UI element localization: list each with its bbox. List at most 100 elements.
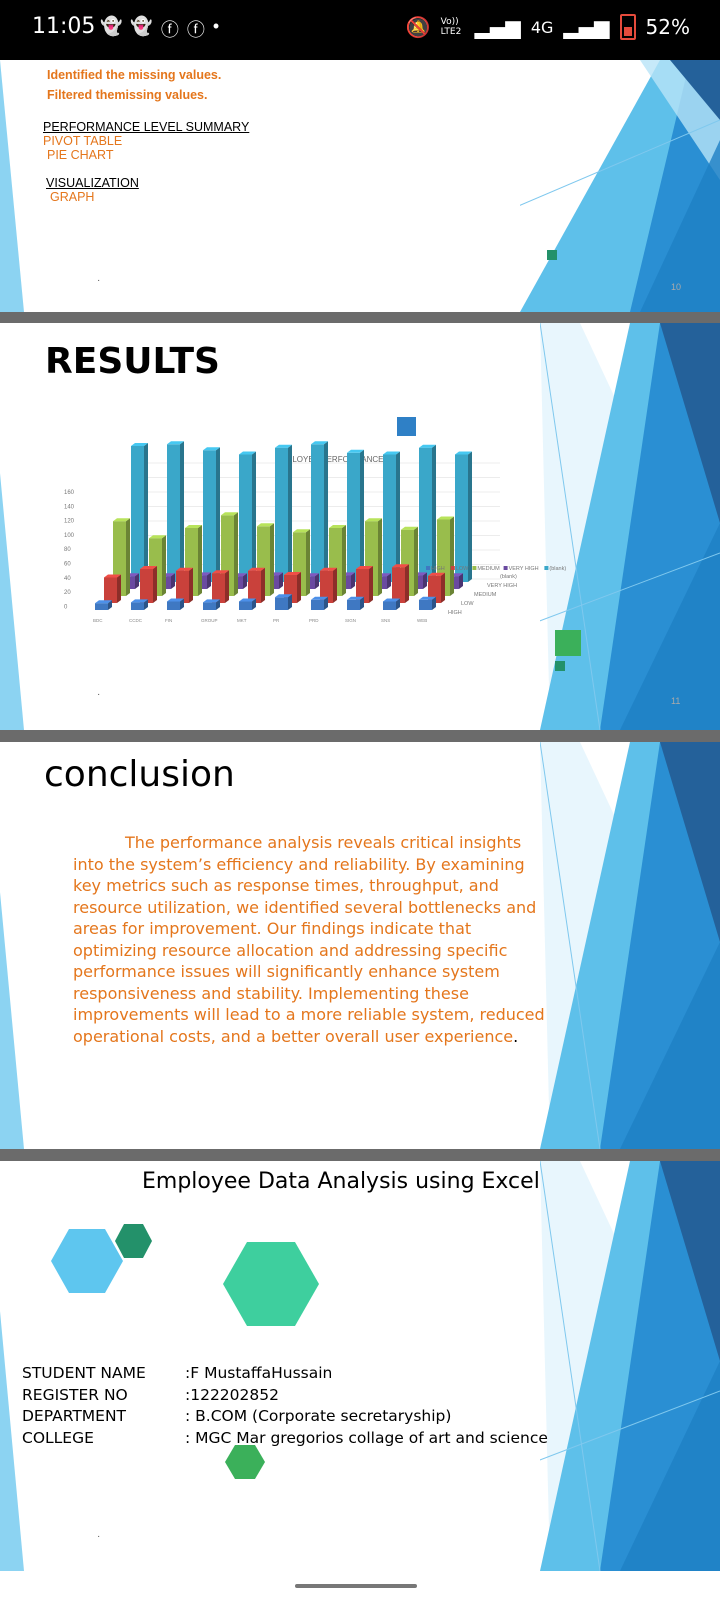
more-dot-icon: • [212,16,220,36]
home-gesture-bar[interactable] [295,1584,417,1588]
legend-entry: HIGH [431,566,445,572]
left-decoration [0,60,24,312]
bar [392,564,409,603]
slide-11[interactable]: RESULTS EMPLOYEE PERFORMANCE 160 140 120 100… [0,323,720,730]
results-title: RESULTS [45,341,220,382]
battery-icon [619,14,636,40]
slide-10[interactable]: Identified the missing values. Filtered … [0,60,720,312]
dot-mark: · [97,275,101,286]
bar [455,451,472,582]
slide-number: 11 [671,696,681,706]
slide-title[interactable]: Employee Data Analysis using Excel STUDE… [0,1161,720,1571]
x-tick-label: PR [273,618,280,623]
legend-entry: LOW [456,566,469,572]
chart-title: EMPLOYEE PERFORMANCE [275,455,383,464]
clock: 11:05 [32,14,96,39]
left-decoration [0,1311,24,1571]
y-tick-label: 80 [64,547,71,553]
info-row-register: REGISTER NO:122202852 [22,1385,279,1404]
slide1-line2: Filtered themissing values. [47,88,208,102]
x-tick-label: MKT [237,618,247,623]
bar [239,598,256,610]
presentation-title: Employee Data Analysis using Excel [142,1169,540,1194]
conclusion-paragraph: The performance analysis reveals critica… [73,833,545,1046]
x-tick-label: SIGN [345,618,356,623]
depth-axis-label: MEDIUM [474,592,497,598]
slide1-line1: Identified the missing values. [47,68,222,82]
left-decoration [0,892,24,1149]
info-row-department: DEPARTMENT: B.COM (Corporate secretarysh… [22,1407,452,1425]
hexagon-green-bottom [225,1445,265,1479]
volte-label: Vo)) LTE2 [440,17,462,37]
bar [428,572,445,603]
right-decoration [540,742,720,1149]
y-tick-label: 140 [64,504,75,510]
hexagon-mint [223,1242,319,1326]
y-tick-label: 100 [64,533,75,539]
signal-icon: ▂▄▆ [563,15,610,39]
hexagon-group [51,1224,319,1326]
bar [167,598,184,610]
right-decoration [540,323,720,730]
pivot-table-label: PIVOT TABLE [43,134,123,148]
bar [95,600,112,610]
conclusion-body: The performance analysis reveals critica… [73,832,553,1047]
bar [275,444,292,582]
dot-mark: · [97,1531,101,1542]
legend-entry: MEDIUM [477,566,500,572]
chart-legend: HIGH LOW MEDIUM VERY HIGH (blank) [426,566,566,572]
x-tick-label: SNS [381,618,390,623]
bar [383,451,400,582]
performance-summary-heading: PERFORMANCE LEVEL SUMMARY [43,120,250,134]
network-type: 4G [530,17,554,37]
facebook-icon: ⓕ [160,20,179,40]
depth-axis-label: VERY HIGH [487,583,517,589]
series-high [95,594,436,610]
status-bar: 11:05 👻 👻 ⓕ ⓕ • 🔕 Vo)) LTE2 ▂▄▆ 4G ▂▄▆ 5… [0,0,720,60]
bar [212,570,229,603]
x-tick-label: WEB [417,618,427,623]
y-tick-label: 40 [64,576,71,582]
bar [320,567,337,603]
pie-chart-label: PIE CHART [47,148,114,162]
slide-conclusion[interactable]: conclusion The performance analysis reve… [0,742,720,1149]
y-tick-label: 160 [64,490,75,496]
conclusion-title: conclusion [44,754,235,795]
green-square [555,630,581,656]
bar [347,596,364,610]
y-tick-label: 0 [64,604,68,610]
x-tick-label: PRD [309,618,319,623]
facebook-icon: ⓕ [186,20,205,40]
bar [275,594,292,610]
x-tick-label: GROUP [201,618,218,623]
left-decoration [0,473,24,730]
visualization-heading: VISUALIZATION [46,176,139,190]
conclusion-period: . [513,1026,519,1046]
y-tick-label: 120 [64,519,75,525]
x-tick-label: CCDC [129,618,143,623]
green-square [547,250,557,260]
depth-axis-label: HIGH [448,610,462,616]
blue-square [397,417,416,436]
bar [419,444,436,582]
y-tick-label: 20 [64,590,71,596]
dot-mark: · [97,689,101,700]
mute-icon: 🔕 [405,15,431,39]
bar [311,441,328,582]
depth-axis-label: LOW [461,601,474,607]
bar [131,443,148,582]
info-row-name: STUDENT NAME:F MustaffaHussain [22,1364,333,1382]
student-info: STUDENT NAME:F MustaffaHussain REGISTER … [22,1363,548,1449]
battery-percent: 52% [645,15,690,39]
bar [383,598,400,610]
bar [131,599,148,610]
bar [203,599,220,610]
graph-label: GRAPH [50,190,95,204]
x-tick-label: FIN [165,618,172,623]
bar [419,596,436,610]
green-square-small [555,661,565,671]
hexagon-light-blue [51,1229,123,1293]
bar [347,449,364,582]
hexagon-teal [115,1224,152,1258]
employee-performance-chart: EMPLOYEE PERFORMANCE 160 140 120 100 80 60 40 20… [64,441,566,623]
